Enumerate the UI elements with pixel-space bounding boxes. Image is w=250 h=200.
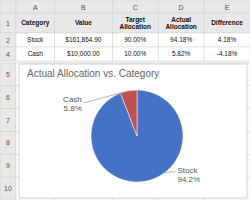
row-number-cell [0,47,16,61]
slice-name: Stock [177,166,198,175]
column-header [55,0,113,13]
slice-value: 94.2% [177,175,200,184]
row-number: 4 [6,51,10,58]
row-number: 1 [6,20,10,27]
cell-text: 10.00% [124,50,146,57]
row-number-cell [0,154,16,177]
pie-slice [91,90,183,182]
slice-value: 5.8% [64,104,82,113]
header-line: Actual [171,16,191,23]
row-number: 2 [6,37,10,44]
slice-label: Stock94.2% [177,166,200,184]
row-number-cell [0,109,16,132]
header-cell [16,13,55,33]
row-number: 7 [6,117,10,124]
header-cell [55,13,113,33]
cell-text: 90.00% [124,36,146,43]
cell-text: Stock [27,36,44,43]
chart-title: Actual Allocation vs. Category [27,68,159,79]
row-number-cell [0,86,16,109]
row-number: 6 [6,94,10,101]
column-letter: E [225,4,230,11]
cell-text: 5.82% [172,50,191,57]
cell-text: 4.18% [218,36,237,43]
header-cell [204,13,250,33]
row-number: 5 [6,71,10,78]
data-cell [158,33,204,47]
row-number-cell [0,13,16,33]
header-text: Value [75,19,92,26]
data-cell [158,47,204,61]
header-line: Value [75,19,92,26]
row-number-cell [0,132,16,155]
column-header [158,0,204,13]
cell-text: 94.18% [170,36,192,43]
data-cell [204,33,250,47]
data-cell [55,47,113,61]
column-letter: A [33,4,38,11]
row-number-cell [0,63,16,86]
data-cell [55,33,113,47]
column-letter: C [133,4,138,11]
header-line: Allocation [165,23,196,30]
row-number-cell [0,177,16,200]
column-header [204,0,250,13]
row-number: 9 [6,162,10,169]
header-text: Category [21,19,50,27]
pie-slice [121,90,137,136]
column-header [112,0,158,13]
leader-line [84,91,129,103]
cell-text: -4.18% [217,50,238,57]
row-number-cell [0,33,16,47]
column-header [16,0,55,13]
header-text: ActualAllocation [165,16,196,30]
row-number: 8 [6,139,10,146]
header-cell [158,13,204,33]
leader-line [165,171,175,173]
corner-cell [0,0,16,13]
cell-text: $161,864.90 [65,36,102,43]
column-letter: D [179,4,184,11]
header-text: Difference [211,19,243,26]
data-cell [112,47,158,61]
data-cell [112,33,158,47]
header-line: Difference [211,19,243,26]
slice-name: Cash [63,95,82,104]
row-number: 10 [4,185,12,192]
column-letter: B [81,4,86,11]
sheet: A B C D E 1 Category Value TargetAllocation Actua… [0,0,250,200]
slice-label: Cash5.8% [63,95,82,113]
header-text: TargetAllocation [120,16,151,30]
header-line: Category [21,19,50,27]
chart-area [19,64,247,198]
data-cell [16,47,55,61]
data-cell [16,33,55,47]
header-cell [112,13,158,33]
cell-text: Cash [28,50,44,57]
cell-text: $10,000.00 [67,50,100,57]
data-cell [204,47,250,61]
header-line: Allocation [120,23,151,30]
pie [91,90,183,182]
